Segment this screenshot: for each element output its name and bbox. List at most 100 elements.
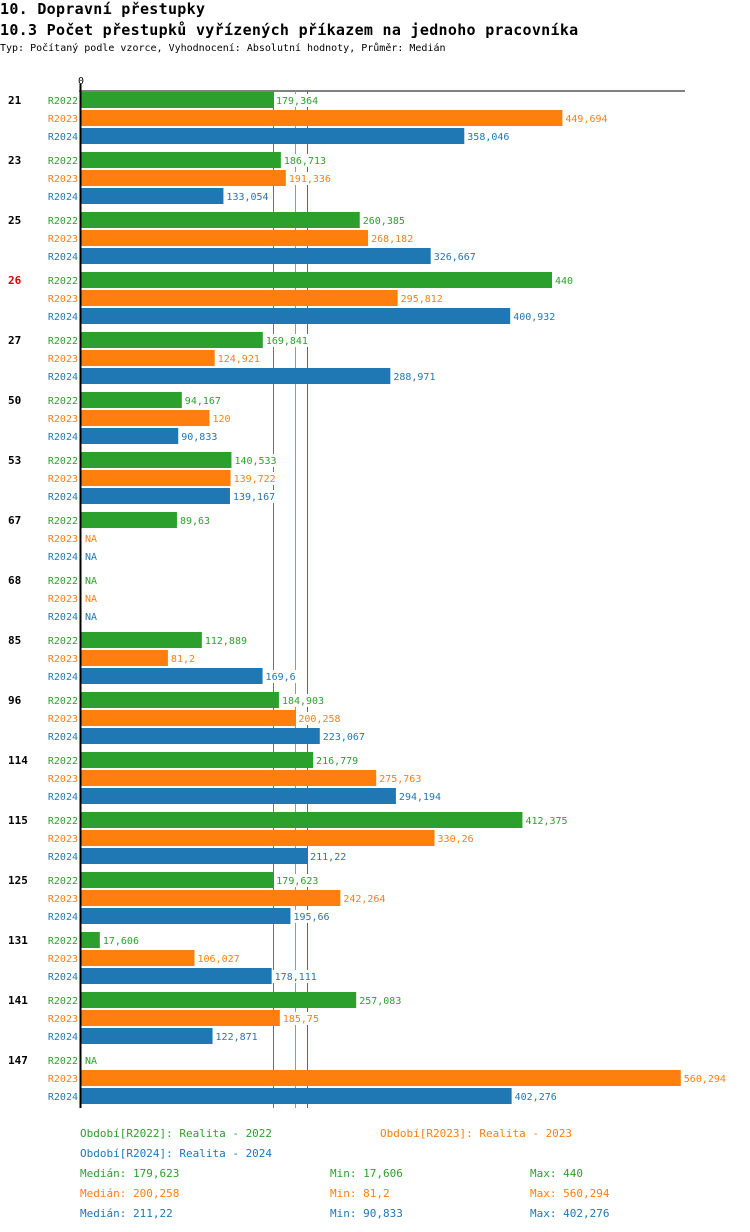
data-label: 560,294 [684,1074,726,1085]
series-label: R2023 [48,954,78,965]
series-label: R2023 [48,594,78,605]
bar [81,212,360,228]
data-label-bg [391,370,439,383]
category-label: 115 [8,814,28,827]
series-label: R2024 [48,432,78,443]
data-label: 90,833 [181,432,217,443]
bar [81,1028,213,1044]
data-label-bg [182,394,224,407]
data-label: 211,22 [310,852,346,863]
bar [81,248,431,264]
data-label-bg [210,412,233,425]
data-label-bg [286,172,334,185]
bar [81,890,341,906]
data-label: 294,194 [399,792,441,803]
data-label-bg [274,94,321,107]
category-label: 50 [8,394,21,407]
data-label-bg [291,910,333,923]
data-label-bg [360,214,408,227]
stat-median: Medián: 179,623 [80,1167,180,1180]
series-label: R2023 [48,474,78,485]
series-label: R2022 [48,516,78,527]
data-label-bg [215,352,263,365]
bar [81,272,553,288]
data-label: 169,6 [266,672,296,683]
data-label-bg [168,652,198,665]
bar [81,410,210,426]
series-label: R2023 [48,714,78,725]
bar [81,368,391,384]
series-label: R2023 [48,834,78,845]
series-label: R2022 [48,216,78,227]
bar [81,632,202,648]
data-label-bg [213,1030,261,1043]
series-label: R2024 [48,312,78,323]
data-label-bg [224,190,272,203]
bar [81,872,274,888]
stat-max: Max: 402,276 [530,1207,610,1220]
bar [81,92,274,108]
bar [81,170,286,186]
bar [81,290,398,306]
data-label-bg [280,1012,322,1025]
bar [81,650,168,666]
series-label: R2024 [48,1032,78,1043]
data-label-bg [230,490,278,503]
series-label: R2024 [48,612,78,623]
bar [81,128,465,144]
series-label: R2023 [48,234,78,245]
category-label: 68 [8,574,21,587]
series-label: R2023 [48,774,78,785]
data-label-bg [314,754,361,767]
series-label: R2024 [48,252,78,263]
data-label: 242,264 [343,894,385,905]
bar [81,788,396,804]
legend-item-r2024: Období[R2024]: Realita - 2024 [80,1147,273,1160]
data-label: 275,763 [379,774,421,785]
series-label: R2023 [48,1074,78,1085]
stat-max: Max: 560,294 [530,1187,610,1200]
series-label: R2023 [48,894,78,905]
bar [81,830,435,846]
bar [81,152,281,168]
data-label-bg [100,934,142,947]
data-label: 223,067 [323,732,365,743]
data-label-bg [369,232,416,245]
series-label: R2022 [48,996,78,1007]
data-label: 120 [212,414,230,425]
data-label: 330,26 [438,834,474,845]
data-label: 89,63 [180,516,210,527]
data-label-bg [512,1090,560,1103]
category-label: 125 [8,874,28,887]
series-label: R2024 [48,852,78,863]
bar [81,332,263,348]
bar [81,710,296,726]
data-label: 260,385 [363,216,405,227]
data-label: 216,779 [316,756,358,767]
data-label: 140,533 [234,456,276,467]
bar [81,1010,280,1026]
series-label: R2022 [48,336,78,347]
data-label: 169,841 [266,336,308,347]
data-label: 402,276 [515,1092,557,1103]
series-label: R2022 [48,96,78,107]
data-label-bg [681,1072,729,1085]
data-label: 257,083 [359,996,401,1007]
bar [81,230,369,246]
series-label: R2024 [48,912,78,923]
data-label: NA [85,552,97,563]
series-label: R2022 [48,576,78,587]
data-label-bg [195,952,243,965]
data-label: 295,812 [401,294,443,305]
data-label: 195,66 [293,912,329,923]
series-label: R2022 [48,636,78,647]
series-label: R2024 [48,792,78,803]
category-label: 67 [8,514,21,527]
bar [81,308,511,324]
stat-min: Min: 81,2 [330,1187,390,1200]
legend-item-r2022: Období[R2022]: Realita - 2022 [80,1127,273,1140]
series-label: R2022 [48,936,78,947]
series-label: R2022 [48,756,78,767]
data-label-bg [523,814,571,827]
series-label: R2023 [48,654,78,665]
